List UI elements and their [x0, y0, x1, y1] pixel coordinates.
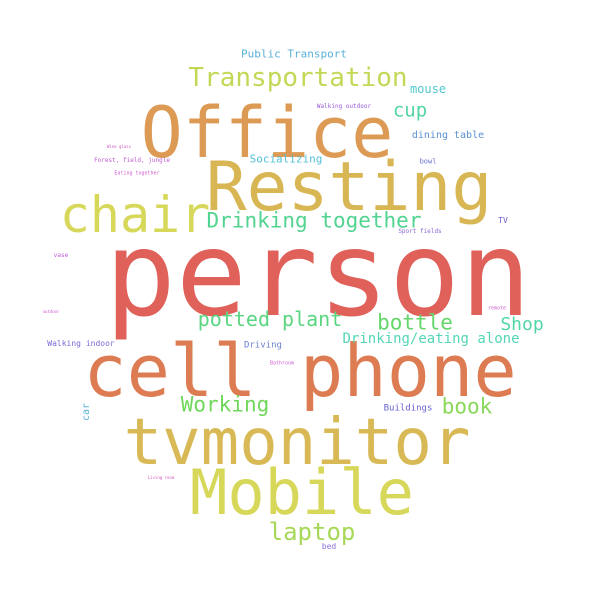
- word-cup: cup: [392, 99, 428, 122]
- word-tvmonitor: tvmonitor: [123, 406, 471, 480]
- word-working: Working: [180, 392, 270, 417]
- word-bowl: bowl: [419, 157, 437, 166]
- word-mouse: mouse: [409, 82, 447, 96]
- word-mobile: Mobile: [190, 456, 414, 529]
- word-driving: Driving: [244, 340, 282, 351]
- word-transportation: Transportation: [188, 63, 408, 93]
- word-vase: vase: [53, 252, 69, 259]
- word-eating-together: Eating together: [114, 170, 160, 177]
- word-car: car: [81, 402, 92, 422]
- word-forest-field-jungle: Forest, field, jungle: [94, 157, 170, 164]
- word-walking-outdoor: Walking outdoor: [316, 103, 372, 110]
- word-socializing: Socializing: [249, 152, 323, 166]
- word-tv: TV: [498, 216, 508, 225]
- word-drinking-eating-alone: Drinking/eating alone: [342, 331, 520, 347]
- word-cell-phone: cell phone: [83, 329, 517, 413]
- word-living-room: Living room: [147, 475, 175, 480]
- word-bathroom: Bathroom: [269, 360, 295, 367]
- word-laptop: laptop: [268, 518, 356, 546]
- word-drinking-together: Drinking together: [206, 208, 422, 233]
- word-remote: remote: [487, 305, 507, 312]
- word-public-transport: Public Transport: [241, 47, 347, 61]
- word-bed: bed: [321, 542, 337, 551]
- word-person: person: [104, 205, 532, 343]
- word-bottle: bottle: [377, 310, 453, 335]
- word-wine-glass: Wine glass: [106, 144, 132, 149]
- word-outdoor: outdoor: [42, 309, 60, 314]
- word-buildings: Buildings: [383, 403, 433, 414]
- word-book: book: [441, 394, 493, 419]
- word-potted-plant: potted plant: [197, 307, 343, 331]
- word-walking-indoor: Walking indoor: [47, 339, 115, 348]
- word-resting: Resting: [205, 148, 493, 227]
- word-dining-table: dining table: [411, 130, 485, 141]
- word-chair: chair: [59, 186, 211, 244]
- word-office: Office: [140, 92, 394, 174]
- word-shop: Shop: [500, 314, 544, 335]
- word-sport-fields: Sport fields: [398, 228, 442, 235]
